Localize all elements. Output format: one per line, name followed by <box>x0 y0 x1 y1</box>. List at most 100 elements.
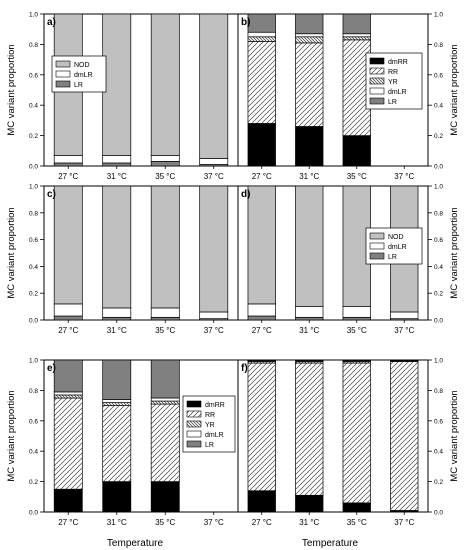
bar-segment-dmlr <box>102 307 132 318</box>
x-tick-label: 35 °C <box>155 518 175 527</box>
legend: NOD dmLR LR <box>51 55 107 93</box>
y-axis-title: MC variant proportion <box>449 207 460 298</box>
bar-segment-rr <box>247 41 276 124</box>
bar-segment-lr <box>53 359 83 393</box>
bar-segment-dmlr <box>295 306 324 318</box>
y-tick-label: 0.2 <box>434 479 443 486</box>
bar-segment-lr <box>53 162 83 167</box>
y-tick-label: 1.0 <box>29 184 38 191</box>
x-tick-label: 27 °C <box>252 172 272 181</box>
y-tick-label: 0.0 <box>29 318 38 325</box>
legend-label: dmLR <box>388 244 407 251</box>
bar-segment-dmlr <box>295 33 324 38</box>
bar-segment-rr <box>53 397 83 490</box>
legend-label: LR <box>205 442 214 449</box>
legend-swatch-dmlr <box>186 430 202 438</box>
y-tick-label: 0.8 <box>29 388 38 395</box>
y-tick-label: 0.4 <box>434 449 443 456</box>
y-tick-label: 0.2 <box>434 133 443 140</box>
bar-segment-yr <box>53 394 83 399</box>
y-tick-label: 0.2 <box>29 479 38 486</box>
legend-label: RR <box>388 69 398 76</box>
y-tick-label: 0.2 <box>29 291 38 298</box>
bar-segment-dmrr <box>295 494 324 513</box>
panel-c: 0.0 0.2 0.4 0.6 0.8 1.0 MC variant proportion 2… <box>6 184 239 335</box>
y-tick-label: 1.0 <box>434 12 443 19</box>
y-tick-label: 0.8 <box>29 42 38 49</box>
x-tick-label: 31 °C <box>299 172 319 181</box>
bar-segment-dmlr <box>390 311 419 320</box>
legend-swatch-lr <box>369 252 385 260</box>
panel-frame <box>237 185 429 321</box>
legend-label: dmLR <box>74 72 93 79</box>
bar-segment-dmrr <box>150 481 180 513</box>
x-tick-label: 37 °C <box>204 518 224 527</box>
bar-segment-dmlr <box>150 155 180 162</box>
bar-segment-rr <box>295 42 324 127</box>
y-tick-label: 0.4 <box>434 264 443 271</box>
x-tick-label: 27 °C <box>58 518 78 527</box>
legend: dmRR RR YR dmLR LR <box>365 52 423 110</box>
y-tick-label: 0.8 <box>434 210 443 217</box>
legend-swatch-lr <box>186 440 202 448</box>
y-tick-label: 0.6 <box>434 72 443 79</box>
legend-swatch-nod <box>55 60 71 68</box>
x-tick-label: 35 °C <box>155 172 175 181</box>
bar-segment-lr <box>247 315 276 321</box>
panel-label: c) <box>47 189 56 200</box>
x-tick-label: 31 °C <box>299 518 319 527</box>
legend-swatch-nod <box>369 232 385 240</box>
bar-segment-nod <box>295 185 324 307</box>
bar-segment-dmlr <box>53 391 83 396</box>
x-tick-label: 37 °C <box>394 326 414 335</box>
bar-segment-lr <box>295 316 324 321</box>
legend: dmRR RR YR dmLR LR <box>182 395 236 453</box>
x-tick-label: 35 °C <box>347 326 367 335</box>
legend-label: LR <box>388 99 397 106</box>
y-axis-title: MC variant proportion <box>6 44 17 135</box>
bar-segment-lr <box>102 359 132 400</box>
bar-segment-rr <box>247 362 276 492</box>
bar-segment-lr <box>295 13 324 35</box>
bar-segment-dmlr <box>342 306 371 318</box>
legend-swatch-dmlr <box>369 242 385 250</box>
panel-label: e) <box>47 363 56 374</box>
legend-swatch-rr <box>186 410 202 418</box>
y-tick-label: 0.2 <box>29 133 38 140</box>
bar-segment-dmrr <box>102 481 132 513</box>
bar-segment-dmlr <box>247 31 276 38</box>
legend-swatch-lr <box>55 80 71 88</box>
y-tick-label: 1.0 <box>434 358 443 365</box>
x-tick-label: 31 °C <box>107 518 127 527</box>
bar-segment-dmlr <box>342 33 371 38</box>
bar-segment-dmrr <box>247 490 276 513</box>
y-tick-label: 1.0 <box>434 184 443 191</box>
legend-label: YR <box>388 79 398 86</box>
x-tick-label: 31 °C <box>107 172 127 181</box>
y-tick-label: 0.6 <box>29 72 38 79</box>
legend-label: dmRR <box>388 59 408 66</box>
bar-segment-nod <box>199 185 229 313</box>
legend-swatch-yr <box>186 420 202 428</box>
bar-segment-dmlr <box>102 155 132 164</box>
panel-f: 0.0 0.2 0.4 0.6 0.8 1.0 MC variant proportion 2… <box>237 358 460 527</box>
bar-segment-dmlr <box>102 399 132 403</box>
y-axis-title: MC variant proportion <box>6 207 17 298</box>
bar-segment-rr <box>342 362 371 504</box>
bar-segment-dmlr <box>53 303 83 317</box>
x-tick-label: 27 °C <box>58 172 78 181</box>
x-tick-label: 27 °C <box>252 518 272 527</box>
y-tick-label: 1.0 <box>29 12 38 19</box>
y-tick-label: 0.4 <box>434 103 443 110</box>
legend-label: dmLR <box>388 89 407 96</box>
y-tick-label: 0.0 <box>29 164 38 171</box>
bar-segment-dmlr <box>199 311 229 320</box>
bar-segment-nod <box>53 185 83 305</box>
y-axis-title: MC variant proportion <box>449 390 460 481</box>
bar-segment-nod <box>102 13 132 156</box>
bar-segment-dmlr <box>53 155 83 164</box>
legend-label: NOD <box>388 234 404 241</box>
bar-segment-lr <box>53 315 83 321</box>
bar-segment-rr <box>295 362 324 496</box>
